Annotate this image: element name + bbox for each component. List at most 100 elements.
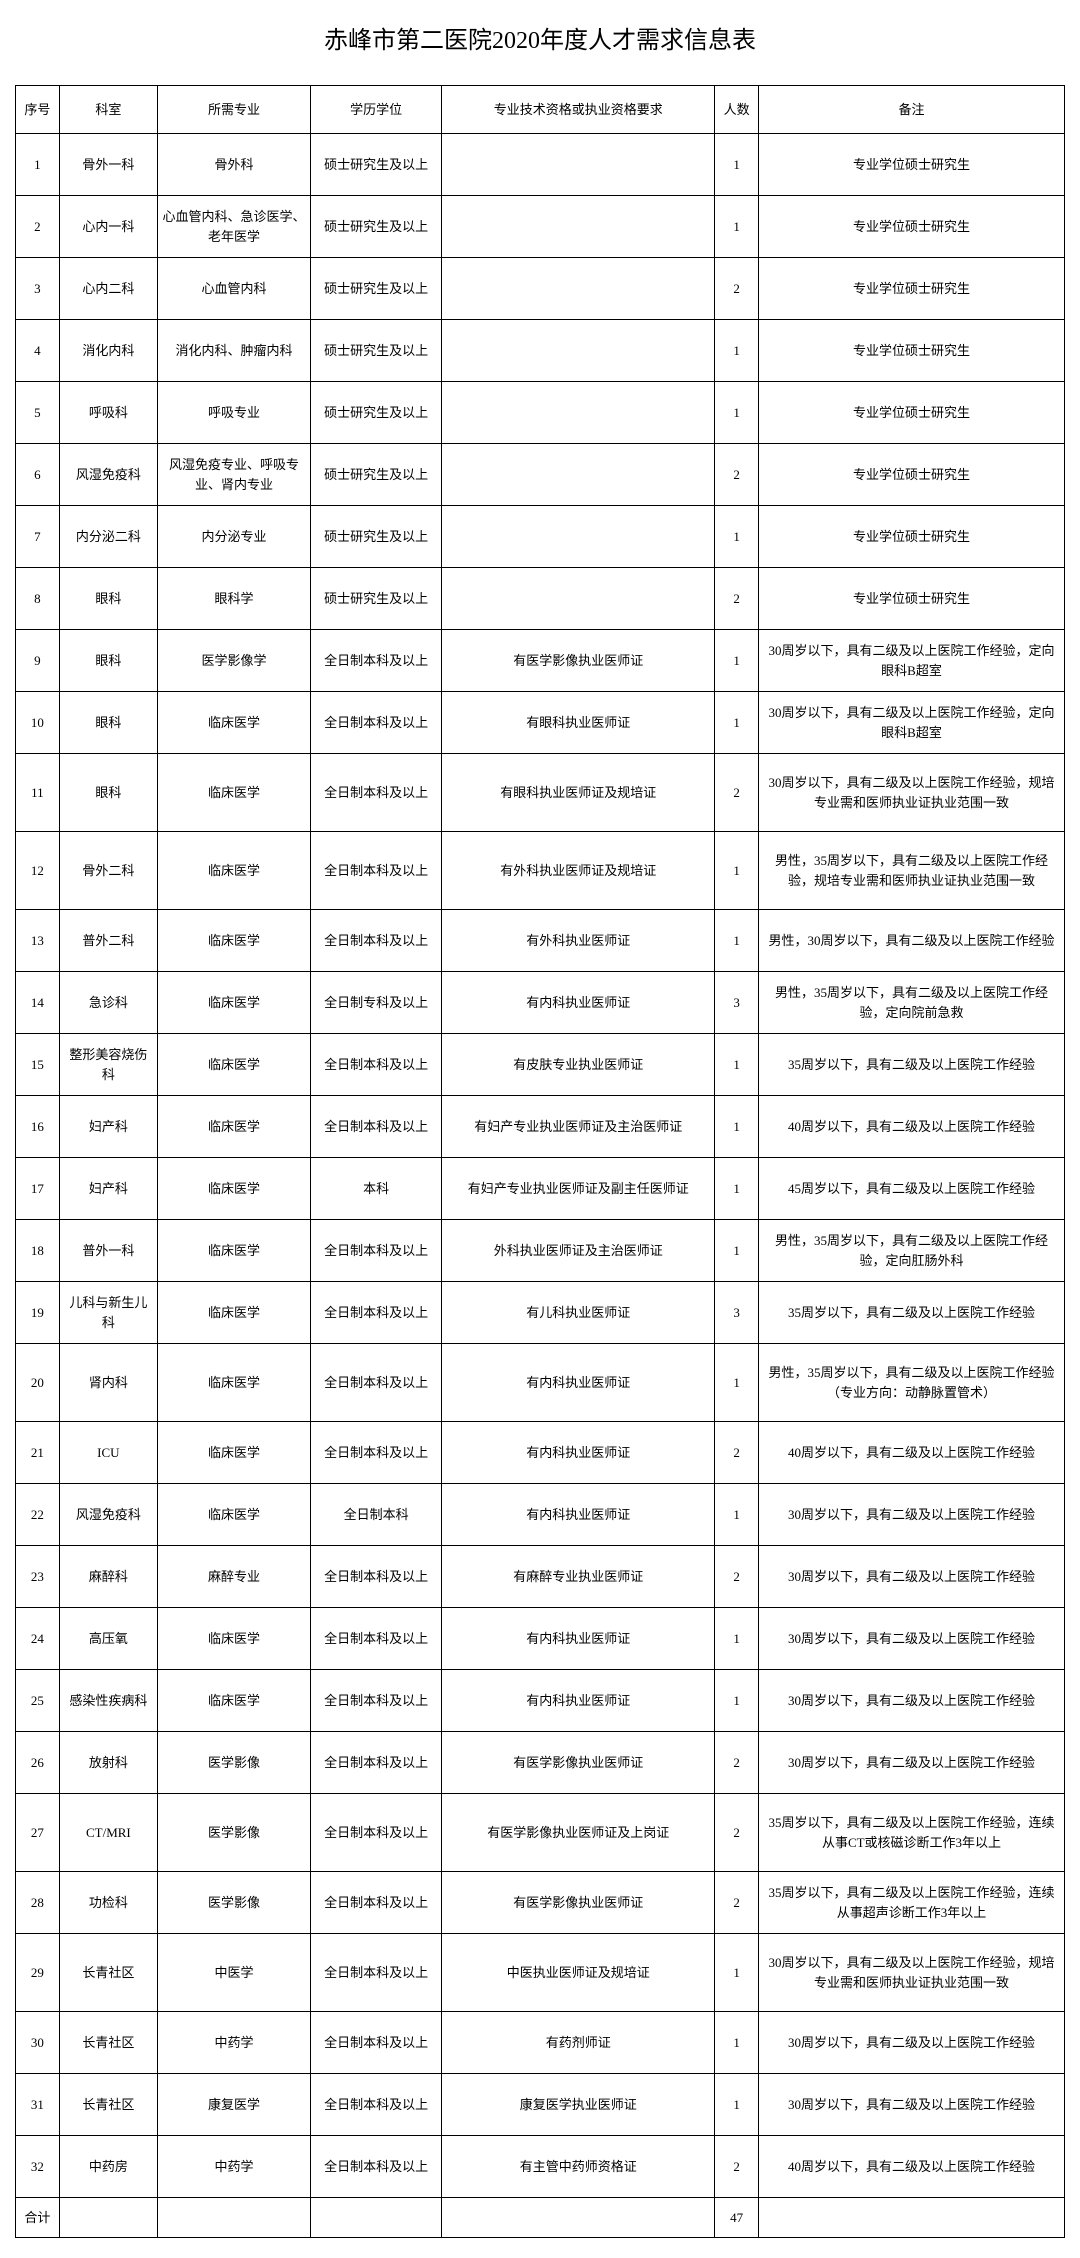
footer-empty — [59, 2198, 157, 2238]
cell-edu: 本科 — [311, 1158, 442, 1220]
table-row: 8眼科眼科学硕士研究生及以上2专业学位硕士研究生 — [16, 568, 1065, 630]
cell-edu: 全日制本科及以上 — [311, 1670, 442, 1732]
cell-num: 1 — [715, 832, 759, 910]
header-note: 备注 — [759, 86, 1065, 134]
cell-seq: 23 — [16, 1546, 60, 1608]
cell-num: 3 — [715, 1282, 759, 1344]
cell-note: 30周岁以下，具有二级及以上医院工作经验 — [759, 2012, 1065, 2074]
footer-empty — [442, 2198, 715, 2238]
talent-demand-table: 序号 科室 所需专业 学历学位 专业技术资格或执业资格要求 人数 备注 1骨外一… — [15, 85, 1065, 2238]
cell-num: 1 — [715, 692, 759, 754]
cell-note: 男性，35周岁以下，具有二级及以上医院工作经验，定向肛肠外科 — [759, 1220, 1065, 1282]
cell-num: 2 — [715, 1872, 759, 1934]
cell-major: 临床医学 — [158, 972, 311, 1034]
header-major: 所需专业 — [158, 86, 311, 134]
cell-edu: 硕士研究生及以上 — [311, 506, 442, 568]
cell-num: 1 — [715, 630, 759, 692]
footer-empty — [759, 2198, 1065, 2238]
header-seq: 序号 — [16, 86, 60, 134]
cell-dept: 心内一科 — [59, 196, 157, 258]
header-edu: 学历学位 — [311, 86, 442, 134]
cell-seq: 10 — [16, 692, 60, 754]
cell-edu: 全日制本科及以上 — [311, 1872, 442, 1934]
cell-major: 临床医学 — [158, 1484, 311, 1546]
cell-dept: 放射科 — [59, 1732, 157, 1794]
table-row: 27CT/MRI医学影像全日制本科及以上有医学影像执业医师证及上岗证235周岁以… — [16, 1794, 1065, 1872]
cell-dept: 长青社区 — [59, 2074, 157, 2136]
cell-dept: CT/MRI — [59, 1794, 157, 1872]
cell-num: 1 — [715, 1344, 759, 1422]
cell-note: 专业学位硕士研究生 — [759, 320, 1065, 382]
cell-major: 临床医学 — [158, 1158, 311, 1220]
table-row: 10眼科临床医学全日制本科及以上有眼科执业医师证130周岁以下，具有二级及以上医… — [16, 692, 1065, 754]
table-row: 1骨外一科骨外科硕士研究生及以上1专业学位硕士研究生 — [16, 134, 1065, 196]
cell-note: 男性，30周岁以下，具有二级及以上医院工作经验 — [759, 910, 1065, 972]
cell-note: 30周岁以下，具有二级及以上医院工作经验 — [759, 2074, 1065, 2136]
cell-qual — [442, 382, 715, 444]
cell-num: 2 — [715, 1422, 759, 1484]
cell-qual: 外科执业医师证及主治医师证 — [442, 1220, 715, 1282]
table-row: 32中药房中药学全日制本科及以上有主管中药师资格证240周岁以下，具有二级及以上… — [16, 2136, 1065, 2198]
cell-edu: 全日制本科及以上 — [311, 1344, 442, 1422]
cell-dept: 内分泌二科 — [59, 506, 157, 568]
cell-num: 1 — [715, 1608, 759, 1670]
cell-edu: 全日制本科及以上 — [311, 1546, 442, 1608]
cell-seq: 2 — [16, 196, 60, 258]
cell-seq: 18 — [16, 1220, 60, 1282]
cell-note: 30周岁以下，具有二级及以上医院工作经验 — [759, 1732, 1065, 1794]
table-row: 14急诊科临床医学全日制专科及以上有内科执业医师证3男性，35周岁以下，具有二级… — [16, 972, 1065, 1034]
cell-num: 1 — [715, 1158, 759, 1220]
cell-qual: 有内科执业医师证 — [442, 1422, 715, 1484]
cell-major: 心血管内科 — [158, 258, 311, 320]
cell-num: 1 — [715, 1034, 759, 1096]
cell-qual: 有外科执业医师证 — [442, 910, 715, 972]
cell-edu: 全日制本科及以上 — [311, 1422, 442, 1484]
cell-num: 1 — [715, 2074, 759, 2136]
table-row: 25感染性疾病科临床医学全日制本科及以上有内科执业医师证130周岁以下，具有二级… — [16, 1670, 1065, 1732]
cell-num: 1 — [715, 382, 759, 444]
cell-note: 30周岁以下，具有二级及以上医院工作经验 — [759, 1670, 1065, 1732]
table-row: 24高压氧临床医学全日制本科及以上有内科执业医师证130周岁以下，具有二级及以上… — [16, 1608, 1065, 1670]
cell-qual: 有眼科执业医师证及规培证 — [442, 754, 715, 832]
cell-qual: 康复医学执业医师证 — [442, 2074, 715, 2136]
cell-seq: 7 — [16, 506, 60, 568]
table-row: 22风湿免疫科临床医学全日制本科有内科执业医师证130周岁以下，具有二级及以上医… — [16, 1484, 1065, 1546]
cell-dept: 整形美容烧伤科 — [59, 1034, 157, 1096]
cell-qual: 有眼科执业医师证 — [442, 692, 715, 754]
table-row: 26放射科医学影像全日制本科及以上有医学影像执业医师证230周岁以下，具有二级及… — [16, 1732, 1065, 1794]
cell-seq: 8 — [16, 568, 60, 630]
cell-major: 临床医学 — [158, 1034, 311, 1096]
cell-seq: 9 — [16, 630, 60, 692]
table-row: 2心内一科心血管内科、急诊医学、老年医学硕士研究生及以上1专业学位硕士研究生 — [16, 196, 1065, 258]
cell-qual: 有医学影像执业医师证 — [442, 630, 715, 692]
cell-seq: 32 — [16, 2136, 60, 2198]
cell-dept: 普外一科 — [59, 1220, 157, 1282]
cell-num: 2 — [715, 258, 759, 320]
cell-major: 骨外科 — [158, 134, 311, 196]
cell-qual: 有医学影像执业医师证及上岗证 — [442, 1794, 715, 1872]
cell-edu: 全日制本科及以上 — [311, 2136, 442, 2198]
cell-num: 2 — [715, 568, 759, 630]
cell-seq: 4 — [16, 320, 60, 382]
cell-note: 35周岁以下，具有二级及以上医院工作经验 — [759, 1282, 1065, 1344]
cell-major: 临床医学 — [158, 1422, 311, 1484]
footer-label: 合计 — [16, 2198, 60, 2238]
cell-num: 2 — [715, 2136, 759, 2198]
cell-major: 临床医学 — [158, 1670, 311, 1732]
cell-qual: 有皮肤专业执业医师证 — [442, 1034, 715, 1096]
cell-dept: 麻醉科 — [59, 1546, 157, 1608]
cell-qual: 有主管中药师资格证 — [442, 2136, 715, 2198]
cell-edu: 硕士研究生及以上 — [311, 320, 442, 382]
cell-note: 40周岁以下，具有二级及以上医院工作经验 — [759, 1096, 1065, 1158]
cell-dept: 肾内科 — [59, 1344, 157, 1422]
cell-qual — [442, 134, 715, 196]
cell-edu: 全日制本科及以上 — [311, 630, 442, 692]
cell-note: 专业学位硕士研究生 — [759, 382, 1065, 444]
cell-note: 30周岁以下，具有二级及以上医院工作经验，定向眼科B超室 — [759, 692, 1065, 754]
cell-note: 专业学位硕士研究生 — [759, 568, 1065, 630]
header-qual: 专业技术资格或执业资格要求 — [442, 86, 715, 134]
table-row: 12骨外二科临床医学全日制本科及以上有外科执业医师证及规培证1男性，35周岁以下… — [16, 832, 1065, 910]
table-header-row: 序号 科室 所需专业 学历学位 专业技术资格或执业资格要求 人数 备注 — [16, 86, 1065, 134]
cell-qual: 有医学影像执业医师证 — [442, 1872, 715, 1934]
cell-note: 专业学位硕士研究生 — [759, 506, 1065, 568]
